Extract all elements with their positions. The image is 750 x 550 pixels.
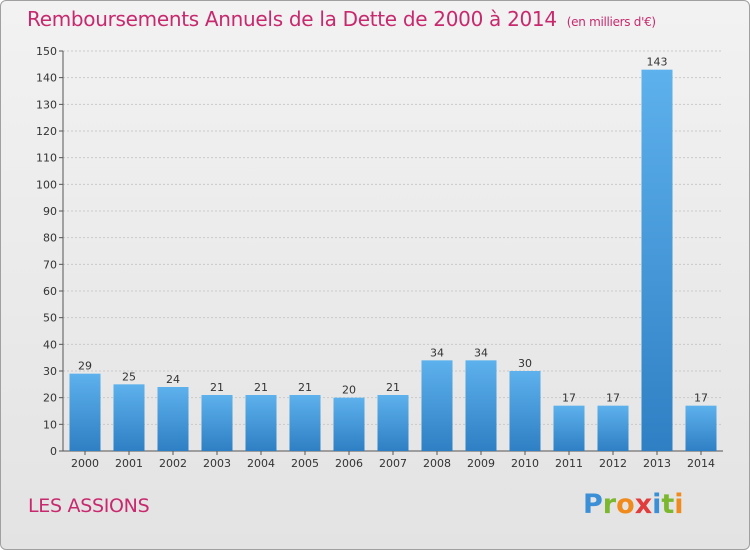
- data-label: 29: [78, 360, 92, 373]
- x-tick-label: 2006: [335, 457, 363, 470]
- data-label: 17: [562, 392, 576, 405]
- y-tick-label: 0: [50, 445, 57, 458]
- bar: [685, 405, 717, 451]
- bar: [509, 371, 541, 451]
- y-tick-label: 70: [43, 258, 57, 271]
- logo-letter: i: [652, 489, 662, 520]
- unit-text: (en milliers d'€): [566, 15, 656, 29]
- commune-name: LES ASSIONS: [28, 495, 150, 517]
- bars: 29 25 24 21 21 21 20 21 34 34 30 17 17 143 17: [69, 56, 717, 452]
- x-tick-label: 2010: [511, 457, 539, 470]
- bar: [245, 395, 277, 451]
- bar: [641, 69, 673, 452]
- x-tick-label: 2014: [687, 457, 715, 470]
- data-label: 20: [342, 384, 356, 397]
- y-tick-label: 120: [36, 125, 57, 138]
- bar: [597, 405, 629, 451]
- bar: [333, 397, 365, 451]
- y-tick-label: 80: [43, 232, 57, 245]
- data-label: 143: [647, 56, 668, 69]
- x-axis-ticks: 2000 2001 2002 2003 2004 2005 2006 2007 2008 2009…: [71, 451, 715, 470]
- bar: [377, 395, 409, 451]
- x-tick-label: 2002: [159, 457, 187, 470]
- y-tick-label: 140: [36, 72, 57, 85]
- x-tick-label: 2012: [599, 457, 627, 470]
- bar: [553, 405, 585, 451]
- x-tick-label: 2003: [203, 457, 231, 470]
- data-label: 21: [386, 381, 400, 394]
- logo-letter: r: [602, 489, 617, 520]
- title-text: Remboursements Annuels de la Dette de 20…: [27, 7, 557, 31]
- bar: [69, 373, 101, 451]
- logo-letter: x: [634, 489, 653, 520]
- logo-letter: t: [661, 489, 675, 520]
- data-label: 21: [254, 381, 268, 394]
- bar: [113, 384, 145, 451]
- x-tick-label: 2004: [247, 457, 275, 470]
- y-tick-label: 30: [43, 365, 57, 378]
- data-label: 34: [474, 346, 488, 359]
- grid-lines: [63, 50, 723, 425]
- bar: [465, 360, 497, 451]
- proxiti-logo[interactable]: Proxiti: [583, 489, 684, 520]
- y-tick-label: 20: [43, 392, 57, 405]
- x-tick-label: 2001: [115, 457, 143, 470]
- x-tick-label: 2007: [379, 457, 407, 470]
- y-tick-label: 110: [36, 152, 57, 165]
- logo-letter: o: [616, 489, 635, 520]
- bar: [201, 395, 233, 451]
- chart-title: Remboursements Annuels de la Dette de 20…: [27, 7, 656, 31]
- bar: [157, 387, 189, 451]
- data-label: 17: [694, 392, 708, 405]
- bar: [421, 360, 453, 451]
- data-label: 25: [122, 370, 136, 383]
- data-label: 24: [166, 373, 180, 386]
- data-label: 34: [430, 346, 444, 359]
- data-label: 30: [518, 357, 532, 370]
- y-tick-label: 150: [36, 45, 57, 58]
- y-tick-label: 100: [36, 178, 57, 191]
- data-label: 21: [298, 381, 312, 394]
- y-tick-label: 90: [43, 205, 57, 218]
- y-tick-label: 50: [43, 312, 57, 325]
- data-label: 21: [210, 381, 224, 394]
- y-tick-label: 130: [36, 98, 57, 111]
- logo-letter: P: [583, 489, 603, 520]
- y-tick-label: 10: [43, 418, 57, 431]
- logo-letter: i: [674, 489, 684, 520]
- x-tick-label: 2011: [555, 457, 583, 470]
- data-label: 17: [606, 392, 620, 405]
- bar: [289, 395, 321, 451]
- y-tick-label: 60: [43, 285, 57, 298]
- x-tick-label: 2013: [643, 457, 671, 470]
- x-tick-label: 2009: [467, 457, 495, 470]
- x-tick-label: 2000: [71, 457, 99, 470]
- x-tick-label: 2005: [291, 457, 319, 470]
- y-axis-ticks: 0 10 20 30 40 50 60 70 80 90 100 110 120 130 140 150: [36, 45, 63, 458]
- y-tick-label: 40: [43, 338, 57, 351]
- x-tick-label: 2008: [423, 457, 451, 470]
